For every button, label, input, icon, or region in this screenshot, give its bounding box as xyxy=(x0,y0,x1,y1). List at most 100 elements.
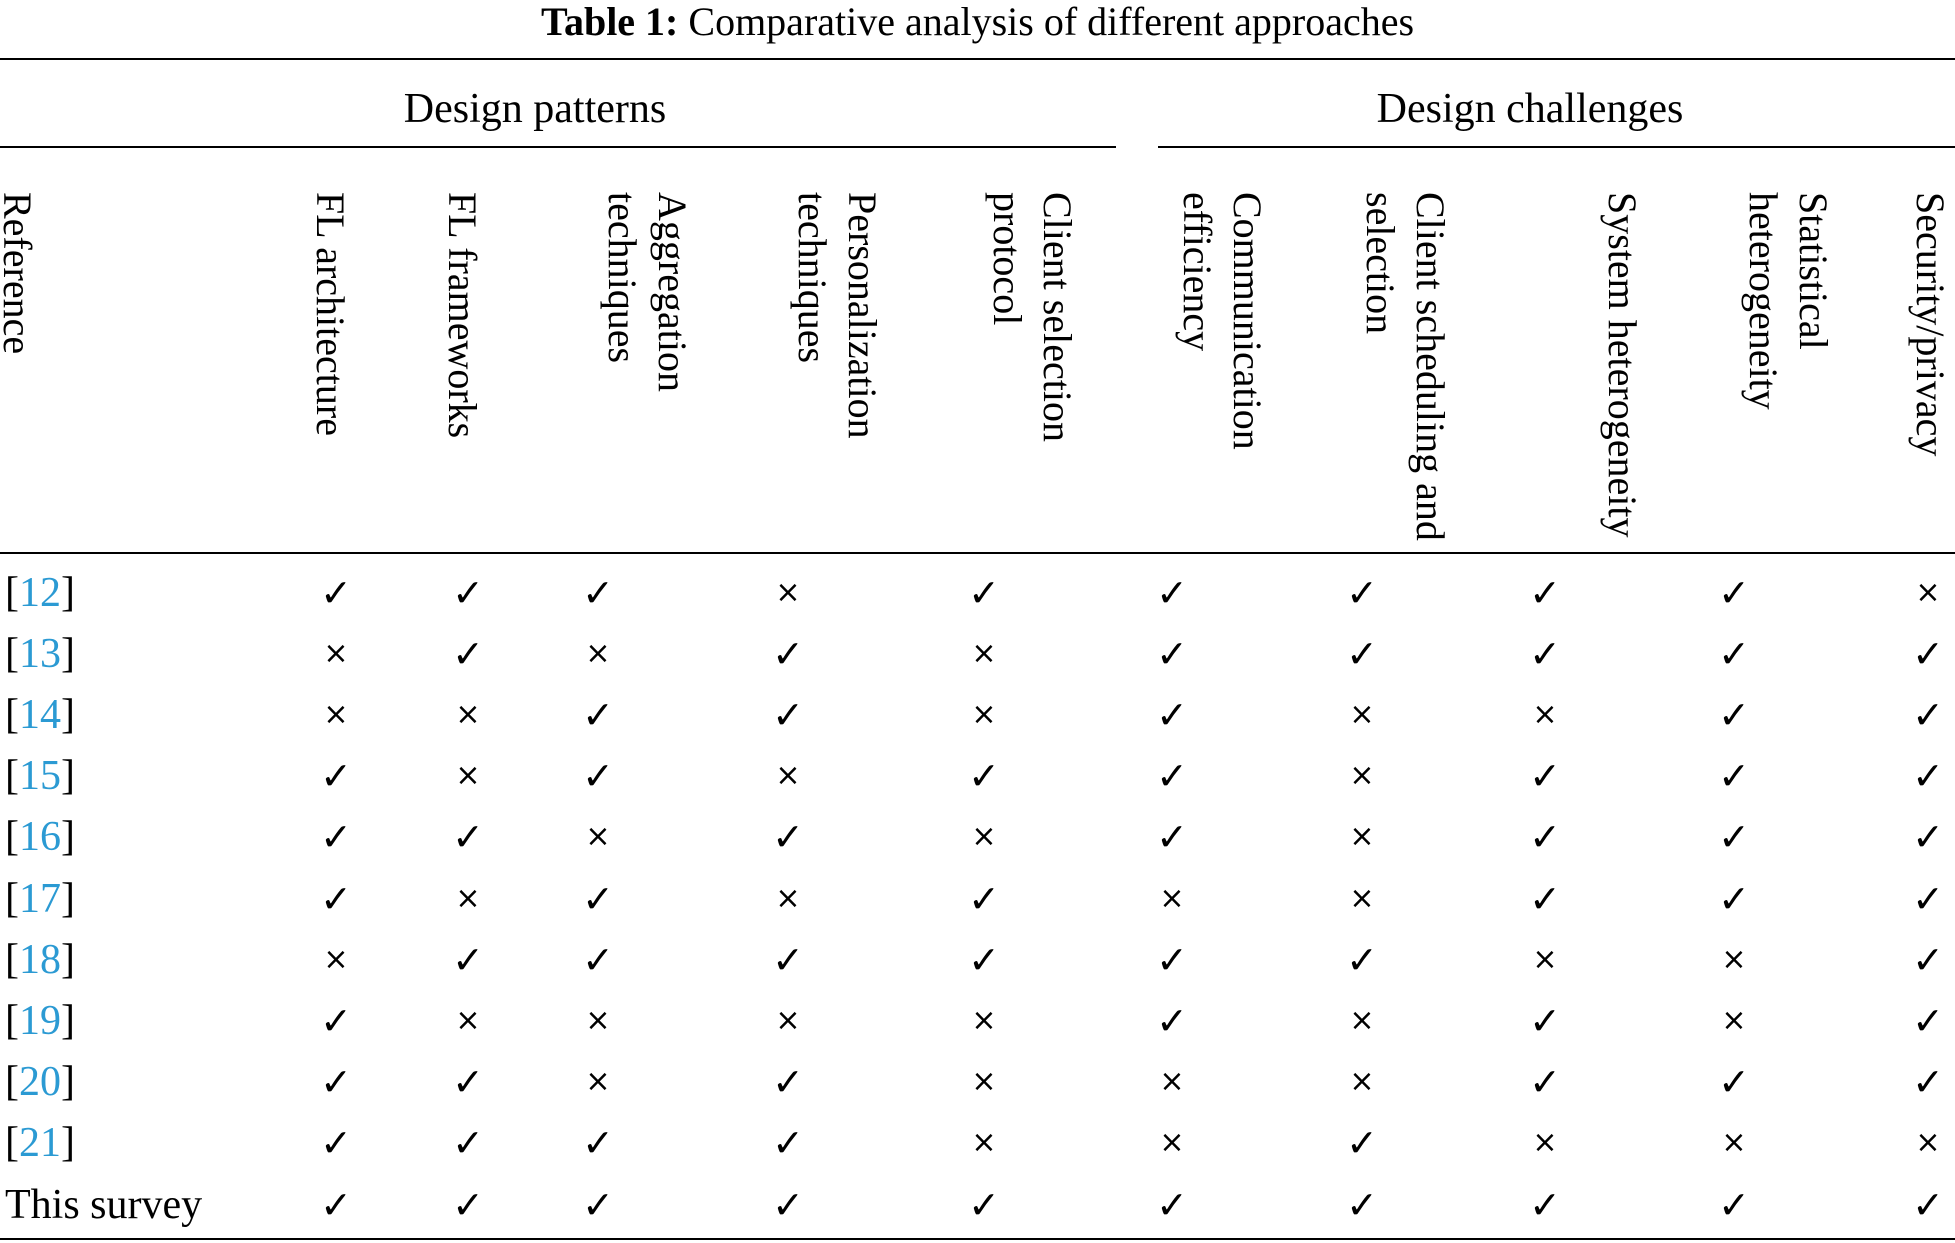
check-mark-icon: ✓ xyxy=(1156,938,1188,982)
cross-mark-icon: × xyxy=(1532,697,1558,732)
check-mark-icon: ✓ xyxy=(1912,999,1944,1043)
check-mark-icon: ✓ xyxy=(1156,693,1188,737)
check-mark-icon: ✓ xyxy=(1156,815,1188,859)
check-mark-icon: ✓ xyxy=(1346,938,1378,982)
citation-link[interactable]: 12 xyxy=(19,570,61,616)
citation-link[interactable]: 14 xyxy=(19,692,61,738)
cross-mark-icon: × xyxy=(1721,1003,1747,1038)
reference-cell: [20] xyxy=(5,1057,75,1107)
column-header-fl-architecture: FL architecture xyxy=(308,192,353,436)
cross-mark-icon: × xyxy=(971,636,997,671)
check-mark-icon: ✓ xyxy=(1529,999,1561,1043)
group-design-challenges: Design challenges xyxy=(1376,86,1684,132)
check-mark-icon: ✓ xyxy=(1912,754,1944,798)
reference-cell: [16] xyxy=(5,812,75,862)
check-mark-icon: ✓ xyxy=(968,1183,1000,1227)
bracket-open: [ xyxy=(5,998,19,1044)
check-mark-icon: ✓ xyxy=(1529,815,1561,859)
cross-mark-icon: × xyxy=(971,1125,997,1160)
table-caption-label: Table 1: xyxy=(540,0,679,44)
check-mark-icon: ✓ xyxy=(582,693,614,737)
citation-link[interactable]: 21 xyxy=(19,1120,61,1166)
check-mark-icon: ✓ xyxy=(320,1121,352,1165)
column-header-system-heterogeneity: System heterogeneity xyxy=(1600,192,1645,538)
bracket-open: [ xyxy=(5,937,19,983)
cross-mark-icon: × xyxy=(775,881,801,916)
check-mark-icon: ✓ xyxy=(320,571,352,615)
bracket-open: [ xyxy=(5,631,19,677)
check-mark-icon: ✓ xyxy=(452,632,484,676)
cross-mark-icon: × xyxy=(1915,1125,1941,1160)
check-mark-icon: ✓ xyxy=(1529,1060,1561,1104)
check-mark-icon: ✓ xyxy=(772,1183,804,1227)
check-mark-icon: ✓ xyxy=(320,1060,352,1104)
citation-link[interactable]: 19 xyxy=(19,998,61,1044)
reference-cell-this-survey: This survey xyxy=(5,1182,203,1228)
top-rule xyxy=(0,58,1955,60)
cross-mark-icon: × xyxy=(775,1003,801,1038)
check-mark-icon: ✓ xyxy=(452,1121,484,1165)
citation-link[interactable]: 17 xyxy=(19,876,61,922)
check-mark-icon: ✓ xyxy=(1156,754,1188,798)
column-header-security-privacy: Security/privacy xyxy=(1908,192,1953,457)
cross-mark-icon: × xyxy=(1159,1064,1185,1099)
check-mark-icon: ✓ xyxy=(1346,632,1378,676)
cross-mark-icon: × xyxy=(1349,1064,1375,1099)
column-header-aggregation-techniques: Aggregation techniques xyxy=(600,192,695,392)
check-mark-icon: ✓ xyxy=(1156,632,1188,676)
bracket-close: ] xyxy=(61,631,75,677)
check-mark-icon: ✓ xyxy=(320,1183,352,1227)
cross-mark-icon: × xyxy=(455,758,481,793)
bracket-open: [ xyxy=(5,1120,19,1166)
group-design-patterns: Design patterns xyxy=(403,86,667,132)
column-header-client-scheduling: Client scheduling and selection xyxy=(1358,192,1453,541)
check-mark-icon: ✓ xyxy=(320,754,352,798)
check-mark-icon: ✓ xyxy=(1529,571,1561,615)
bracket-open: [ xyxy=(5,876,19,922)
check-mark-icon: ✓ xyxy=(1718,1060,1750,1104)
check-mark-icon: ✓ xyxy=(452,1060,484,1104)
cross-mark-icon: × xyxy=(971,1003,997,1038)
citation-link[interactable]: 16 xyxy=(19,814,61,860)
cross-mark-icon: × xyxy=(585,819,611,854)
check-mark-icon: ✓ xyxy=(1718,815,1750,859)
check-mark-icon: ✓ xyxy=(968,938,1000,982)
cross-mark-icon: × xyxy=(1159,1125,1185,1160)
citation-link[interactable]: 20 xyxy=(19,1059,61,1105)
reference-cell: [12] xyxy=(5,568,75,618)
reference-cell: [14] xyxy=(5,690,75,740)
check-mark-icon: ✓ xyxy=(1718,571,1750,615)
bracket-open: [ xyxy=(5,692,19,738)
check-mark-icon: ✓ xyxy=(1912,938,1944,982)
citation-link[interactable]: 15 xyxy=(19,753,61,799)
check-mark-icon: ✓ xyxy=(1912,1060,1944,1104)
cross-mark-icon: × xyxy=(585,1064,611,1099)
bracket-close: ] xyxy=(61,1059,75,1105)
check-mark-icon: ✓ xyxy=(772,815,804,859)
patterns-group-rule xyxy=(0,146,1116,148)
column-header-client-selection-protocol: Client selection protocol xyxy=(985,192,1080,442)
check-mark-icon: ✓ xyxy=(1529,632,1561,676)
table-caption: Table 1: Comparative analysis of differe… xyxy=(0,0,1955,44)
cross-mark-icon: × xyxy=(1349,758,1375,793)
cross-mark-icon: × xyxy=(1721,1125,1747,1160)
check-mark-icon: ✓ xyxy=(1529,877,1561,921)
check-mark-icon: ✓ xyxy=(582,754,614,798)
cross-mark-icon: × xyxy=(455,881,481,916)
check-mark-icon: ✓ xyxy=(1346,1121,1378,1165)
check-mark-icon: ✓ xyxy=(320,999,352,1043)
reference-cell: [19] xyxy=(5,996,75,1046)
check-mark-icon: ✓ xyxy=(320,877,352,921)
column-header-statistical-heterogeneity: Statistical heterogeneity xyxy=(1741,192,1836,410)
cross-mark-icon: × xyxy=(1915,575,1941,610)
check-mark-icon: ✓ xyxy=(452,815,484,859)
column-header-reference: Reference xyxy=(0,192,40,355)
check-mark-icon: ✓ xyxy=(1718,693,1750,737)
reference-cell: [17] xyxy=(5,874,75,924)
check-mark-icon: ✓ xyxy=(968,571,1000,615)
citation-link[interactable]: 18 xyxy=(19,937,61,983)
citation-link[interactable]: 13 xyxy=(19,631,61,677)
check-mark-icon: ✓ xyxy=(582,938,614,982)
check-mark-icon: ✓ xyxy=(1156,571,1188,615)
challenges-group-rule xyxy=(1158,146,1955,148)
